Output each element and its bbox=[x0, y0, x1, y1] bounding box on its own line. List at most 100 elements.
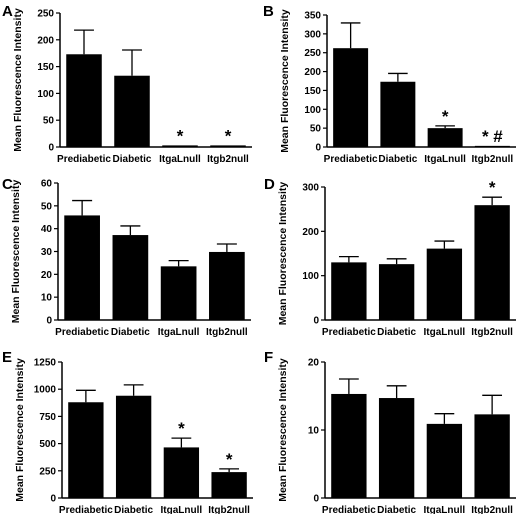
x-tick-label: Itgb2null bbox=[208, 505, 250, 514]
bar-itgb2null bbox=[211, 472, 247, 498]
y-tick-label: 350 bbox=[304, 11, 321, 22]
x-tick-label: ItgaLnull bbox=[161, 505, 203, 514]
bar-itgalnull bbox=[426, 248, 463, 320]
x-tick-label: Prediabetic bbox=[57, 154, 111, 165]
panel-a: A Mean Fluorescence Intensity 0 50 100 150 200… bbox=[2, 3, 252, 165]
x-tick-label: Diabetic bbox=[378, 154, 417, 165]
panel-d: D Mean Fluorescence Intensity 0 100 200 300 Pr… bbox=[264, 176, 516, 338]
y-tick-label: 200 bbox=[37, 35, 54, 46]
x-tick-label: Diabetic bbox=[111, 327, 150, 338]
x-tick-label: Prediabetic bbox=[322, 327, 376, 338]
x-tick-label: ItgaLnull bbox=[159, 154, 201, 165]
bar-diabetic bbox=[378, 398, 415, 498]
y-tick-label: 250 bbox=[304, 48, 321, 59]
y-tick-label: 0 bbox=[48, 143, 54, 154]
panel-f: F Mean Fluorescence Intensity 0 10 20 Prediab… bbox=[264, 349, 516, 514]
y-axis-label: Mean Fluorescence Intensity bbox=[12, 8, 24, 152]
y-tick-label: 750 bbox=[39, 412, 56, 423]
y-tick-label: 250 bbox=[37, 9, 54, 20]
bar-itgalnull bbox=[160, 266, 197, 320]
y-tick-label: 50 bbox=[43, 116, 55, 127]
significance-marker: * bbox=[442, 107, 449, 126]
y-tick-label: 10 bbox=[41, 293, 53, 304]
x-tick-label: Prediabetic bbox=[55, 327, 109, 338]
bar-prediabetic bbox=[333, 48, 369, 148]
bar-itgb2null bbox=[209, 251, 245, 320]
bar-itgalnull bbox=[162, 145, 198, 147]
panel-label: F bbox=[264, 349, 273, 366]
panel-label: C bbox=[2, 176, 13, 193]
bar-prediabetic bbox=[68, 402, 104, 498]
bar-itgb2null bbox=[474, 145, 510, 147]
x-tick-label: ItgaLnull bbox=[424, 327, 466, 338]
bar-itgalnull bbox=[427, 128, 463, 147]
panel-b: B Mean Fluorescence Intensity 0 50 100 150 200… bbox=[263, 3, 516, 165]
bar-itgb2null bbox=[474, 205, 510, 320]
y-tick-label: 50 bbox=[41, 201, 53, 212]
y-axis-label: Mean Fluorescence Intensity bbox=[277, 358, 289, 502]
y-tick-label: 50 bbox=[310, 124, 322, 135]
significance-marker: * bbox=[178, 419, 185, 438]
y-tick-label: 0 bbox=[313, 316, 319, 327]
y-tick-label: 10 bbox=[308, 426, 320, 437]
x-tick-label: Itgb2null bbox=[472, 154, 514, 165]
x-tick-label: Diabetic bbox=[114, 505, 153, 514]
y-tick-label: 300 bbox=[304, 29, 321, 40]
panel-label: E bbox=[2, 349, 12, 366]
y-tick-label: 150 bbox=[37, 62, 54, 73]
y-tick-label: 100 bbox=[302, 271, 319, 282]
significance-marker: * bbox=[489, 178, 496, 197]
bar-diabetic bbox=[112, 235, 149, 320]
panel-label: B bbox=[263, 3, 274, 20]
y-tick-label: 30 bbox=[41, 247, 53, 258]
x-tick-label: ItgaLnull bbox=[424, 154, 466, 165]
y-tick-label: 500 bbox=[39, 439, 56, 450]
significance-marker: * bbox=[226, 450, 233, 469]
x-tick-label: Itgb2null bbox=[471, 327, 513, 338]
x-tick-label: ItgaLnull bbox=[158, 327, 200, 338]
y-tick-label: 0 bbox=[50, 494, 56, 505]
bar-itgb2null bbox=[210, 145, 246, 147]
bar-itgb2null bbox=[474, 414, 510, 498]
panel-label: D bbox=[264, 176, 275, 193]
y-axis-label: Mean Fluorescence Intensity bbox=[279, 9, 291, 153]
bar-diabetic bbox=[378, 264, 415, 320]
panel-label: A bbox=[2, 3, 13, 20]
x-tick-label: Diabetic bbox=[377, 327, 416, 338]
significance-marker: * # bbox=[482, 127, 503, 146]
bar-itgalnull bbox=[163, 447, 200, 498]
y-tick-label: 60 bbox=[41, 179, 53, 190]
bar-itgalnull bbox=[426, 423, 463, 498]
y-tick-label: 300 bbox=[302, 183, 319, 194]
x-tick-label: Itgb2null bbox=[207, 154, 249, 165]
x-tick-label: Itgb2null bbox=[206, 327, 248, 338]
y-tick-label: 0 bbox=[46, 316, 52, 327]
y-tick-label: 100 bbox=[304, 105, 321, 116]
bar-prediabetic bbox=[331, 262, 367, 320]
y-tick-label: 20 bbox=[308, 358, 320, 369]
y-axis-label: Mean Fluorescence Intensity bbox=[14, 358, 26, 502]
y-tick-label: 200 bbox=[304, 67, 321, 78]
y-tick-label: 150 bbox=[304, 86, 321, 97]
bar-prediabetic bbox=[66, 54, 102, 147]
significance-marker: * bbox=[225, 126, 232, 145]
x-tick-label: Itgb2null bbox=[471, 505, 513, 514]
bar-prediabetic bbox=[331, 393, 367, 498]
y-tick-label: 40 bbox=[41, 224, 53, 235]
bar-diabetic bbox=[114, 75, 150, 147]
y-tick-label: 100 bbox=[37, 89, 54, 100]
x-tick-label: Prediabetic bbox=[324, 154, 378, 165]
bar-diabetic bbox=[115, 395, 152, 498]
y-tick-label: 0 bbox=[313, 494, 319, 505]
x-tick-label: Prediabetic bbox=[59, 505, 113, 514]
y-axis-label: Mean Fluorescence Intensity bbox=[277, 182, 289, 326]
x-tick-label: Diabetic bbox=[377, 505, 416, 514]
significance-marker: * bbox=[177, 126, 184, 145]
bar-prediabetic bbox=[64, 215, 100, 320]
y-tick-label: 250 bbox=[39, 466, 56, 477]
y-tick-label: 20 bbox=[41, 270, 53, 281]
bar-diabetic bbox=[380, 81, 416, 147]
